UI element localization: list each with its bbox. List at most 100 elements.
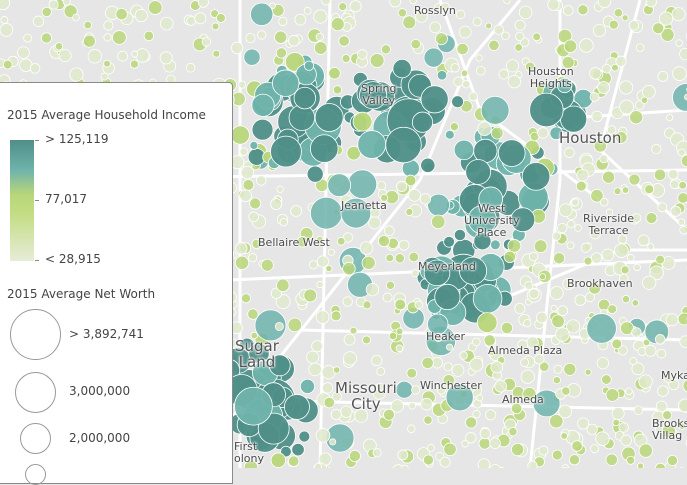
tract-symbol[interactable] — [509, 427, 517, 435]
tract-symbol[interactable] — [479, 438, 490, 449]
tract-symbol[interactable] — [18, 47, 30, 59]
tract-symbol[interactable] — [353, 112, 372, 131]
tract-symbol[interactable] — [307, 166, 323, 182]
tract-symbol[interactable] — [561, 433, 568, 440]
tract-symbol[interactable] — [577, 169, 589, 181]
tract-symbol[interactable] — [116, 8, 127, 19]
tract-symbol[interactable] — [326, 265, 332, 271]
tract-symbol[interactable] — [564, 363, 576, 375]
tract-symbol[interactable] — [656, 401, 667, 412]
tract-symbol[interactable] — [473, 284, 502, 313]
tract-symbol[interactable] — [3, 60, 12, 69]
tract-symbol[interactable] — [602, 171, 614, 183]
tract-symbol[interactable] — [59, 50, 71, 62]
tract-symbol[interactable] — [407, 425, 415, 433]
tract-symbol[interactable] — [187, 16, 196, 25]
tract-symbol[interactable] — [331, 18, 344, 31]
tract-symbol[interactable] — [350, 1, 361, 12]
tract-symbol[interactable] — [377, 367, 385, 375]
tract-symbol[interactable] — [645, 345, 656, 356]
tract-symbol[interactable] — [678, 399, 687, 412]
tract-symbol[interactable] — [349, 450, 360, 461]
tract-symbol[interactable] — [240, 148, 248, 156]
tract-symbol[interactable] — [0, 23, 13, 36]
tract-symbol[interactable] — [384, 226, 394, 236]
tract-symbol[interactable] — [316, 311, 329, 324]
tract-symbol[interactable] — [593, 24, 605, 36]
tract-symbol[interactable] — [634, 406, 643, 415]
tract-symbol[interactable] — [329, 67, 341, 79]
tract-symbol[interactable] — [502, 32, 510, 40]
tract-symbol[interactable] — [575, 225, 582, 232]
tract-symbol[interactable] — [572, 441, 583, 452]
tract-symbol[interactable] — [452, 96, 464, 108]
tract-symbol[interactable] — [372, 355, 382, 365]
tract-symbol[interactable] — [456, 10, 465, 19]
tract-symbol[interactable] — [373, 449, 381, 457]
tract-symbol[interactable] — [501, 322, 512, 333]
tract-symbol[interactable] — [135, 9, 147, 21]
tract-symbol[interactable] — [112, 31, 126, 45]
tract-symbol[interactable] — [412, 112, 432, 132]
tract-symbol[interactable] — [460, 352, 468, 360]
tract-symbol[interactable] — [234, 387, 272, 425]
tract-symbol[interactable] — [333, 367, 340, 374]
tract-symbol[interactable] — [243, 179, 254, 190]
tract-symbol[interactable] — [357, 50, 367, 60]
tract-symbol[interactable] — [524, 320, 531, 327]
tract-symbol[interactable] — [240, 190, 252, 202]
tract-symbol[interactable] — [160, 52, 172, 64]
tract-symbol[interactable] — [396, 345, 403, 352]
tract-symbol[interactable] — [521, 370, 534, 383]
tract-symbol[interactable] — [202, 38, 211, 47]
tract-symbol[interactable] — [395, 254, 404, 263]
tract-symbol[interactable] — [309, 261, 317, 269]
tract-symbol[interactable] — [370, 53, 384, 67]
tract-symbol[interactable] — [528, 461, 537, 468]
tract-symbol[interactable] — [41, 33, 51, 43]
tract-symbol[interactable] — [477, 313, 497, 333]
tract-symbol[interactable] — [412, 386, 420, 394]
tract-symbol[interactable] — [643, 276, 656, 289]
tract-symbol[interactable] — [344, 334, 355, 345]
tract-symbol[interactable] — [101, 73, 108, 80]
tract-symbol[interactable] — [337, 237, 345, 245]
tract-symbol[interactable] — [42, 7, 51, 16]
tract-symbol[interactable] — [398, 450, 408, 460]
tract-symbol[interactable] — [445, 130, 454, 139]
tract-symbol[interactable] — [639, 444, 652, 457]
tract-symbol[interactable] — [619, 81, 632, 94]
tract-symbol[interactable] — [491, 127, 503, 139]
tract-symbol[interactable] — [627, 456, 635, 464]
tract-symbol[interactable] — [587, 314, 617, 344]
tract-symbol[interactable] — [250, 198, 261, 209]
tract-symbol[interactable] — [343, 352, 356, 365]
tract-symbol[interactable] — [343, 262, 356, 275]
tract-symbol[interactable] — [559, 204, 572, 217]
tract-symbol[interactable] — [491, 361, 503, 373]
tract-symbol[interactable] — [621, 435, 632, 446]
tract-symbol[interactable] — [652, 144, 661, 153]
tract-symbol[interactable] — [585, 369, 591, 375]
tract-symbol[interactable] — [576, 181, 586, 191]
tract-symbol[interactable] — [615, 244, 629, 258]
tract-symbol[interactable] — [275, 322, 283, 330]
tract-symbol[interactable] — [490, 438, 501, 449]
tract-symbol[interactable] — [331, 311, 341, 321]
tract-symbol[interactable] — [389, 332, 397, 340]
tract-symbol[interactable] — [606, 454, 618, 466]
tract-symbol[interactable] — [83, 35, 95, 47]
tract-symbol[interactable] — [70, 68, 83, 81]
tract-symbol[interactable] — [658, 386, 669, 397]
tract-symbol[interactable] — [536, 312, 547, 323]
tract-symbol[interactable] — [540, 274, 546, 280]
tract-symbol[interactable] — [658, 203, 667, 212]
tract-symbol[interactable] — [646, 0, 656, 7]
tract-symbol[interactable] — [271, 198, 282, 209]
tract-symbol[interactable] — [310, 135, 338, 163]
tract-symbol[interactable] — [292, 443, 305, 456]
tract-symbol[interactable] — [530, 93, 564, 127]
tract-symbol[interactable] — [666, 314, 678, 326]
tract-symbol[interactable] — [655, 334, 665, 344]
tract-symbol[interactable] — [396, 181, 406, 191]
